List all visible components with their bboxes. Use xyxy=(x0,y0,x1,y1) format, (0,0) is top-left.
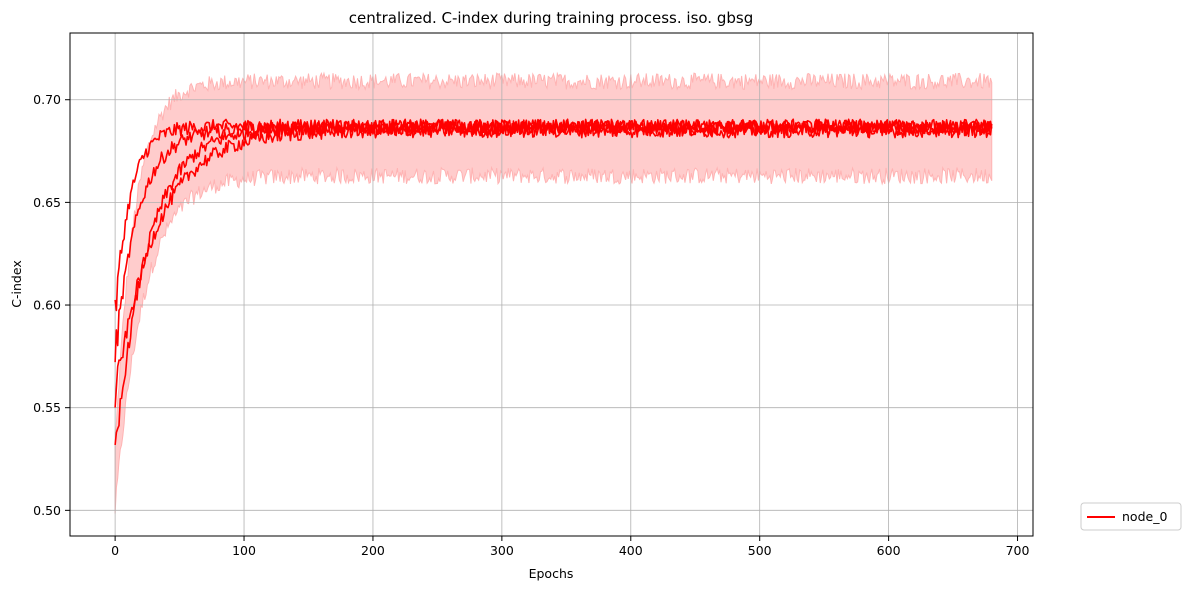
y-tick-label: 0.70 xyxy=(33,92,61,107)
series-lines xyxy=(114,118,993,446)
series-line-node-0-run-3 xyxy=(114,122,993,408)
chart-title: centralized. C-index during training pro… xyxy=(349,9,753,27)
x-tick-label: 200 xyxy=(361,543,385,558)
plot-frame xyxy=(69,32,1034,537)
x-tick-label: 300 xyxy=(490,543,514,558)
legend-label-node-0: node_0 xyxy=(1122,509,1167,524)
y-tick-label: 0.60 xyxy=(33,298,61,313)
x-tick-label: 600 xyxy=(877,543,901,558)
series-line-node-0-run-2 xyxy=(114,118,993,446)
legend-box xyxy=(1080,502,1182,531)
y-tick-label: 0.65 xyxy=(33,195,61,210)
std-band xyxy=(114,71,993,514)
x-tick-label: 500 xyxy=(748,543,772,558)
legend: node_0 xyxy=(1080,502,1182,531)
x-tick-label: 700 xyxy=(1006,543,1030,558)
y-tick-label: 0.50 xyxy=(33,503,61,518)
std-band-area xyxy=(114,71,993,514)
axis-ticks: 0 100 200 300 400 500 600 700 0.50 0.55 0.60 0.65 0.… xyxy=(33,92,1029,558)
y-tick-label: 0.55 xyxy=(33,400,61,415)
x-tick-label: 100 xyxy=(232,543,256,558)
grid xyxy=(70,33,1033,536)
y-axis-label: C-index xyxy=(9,260,24,307)
x-tick-label: 0 xyxy=(111,543,119,558)
x-tick-label: 400 xyxy=(619,543,643,558)
x-axis-label: Epochs xyxy=(529,566,574,581)
